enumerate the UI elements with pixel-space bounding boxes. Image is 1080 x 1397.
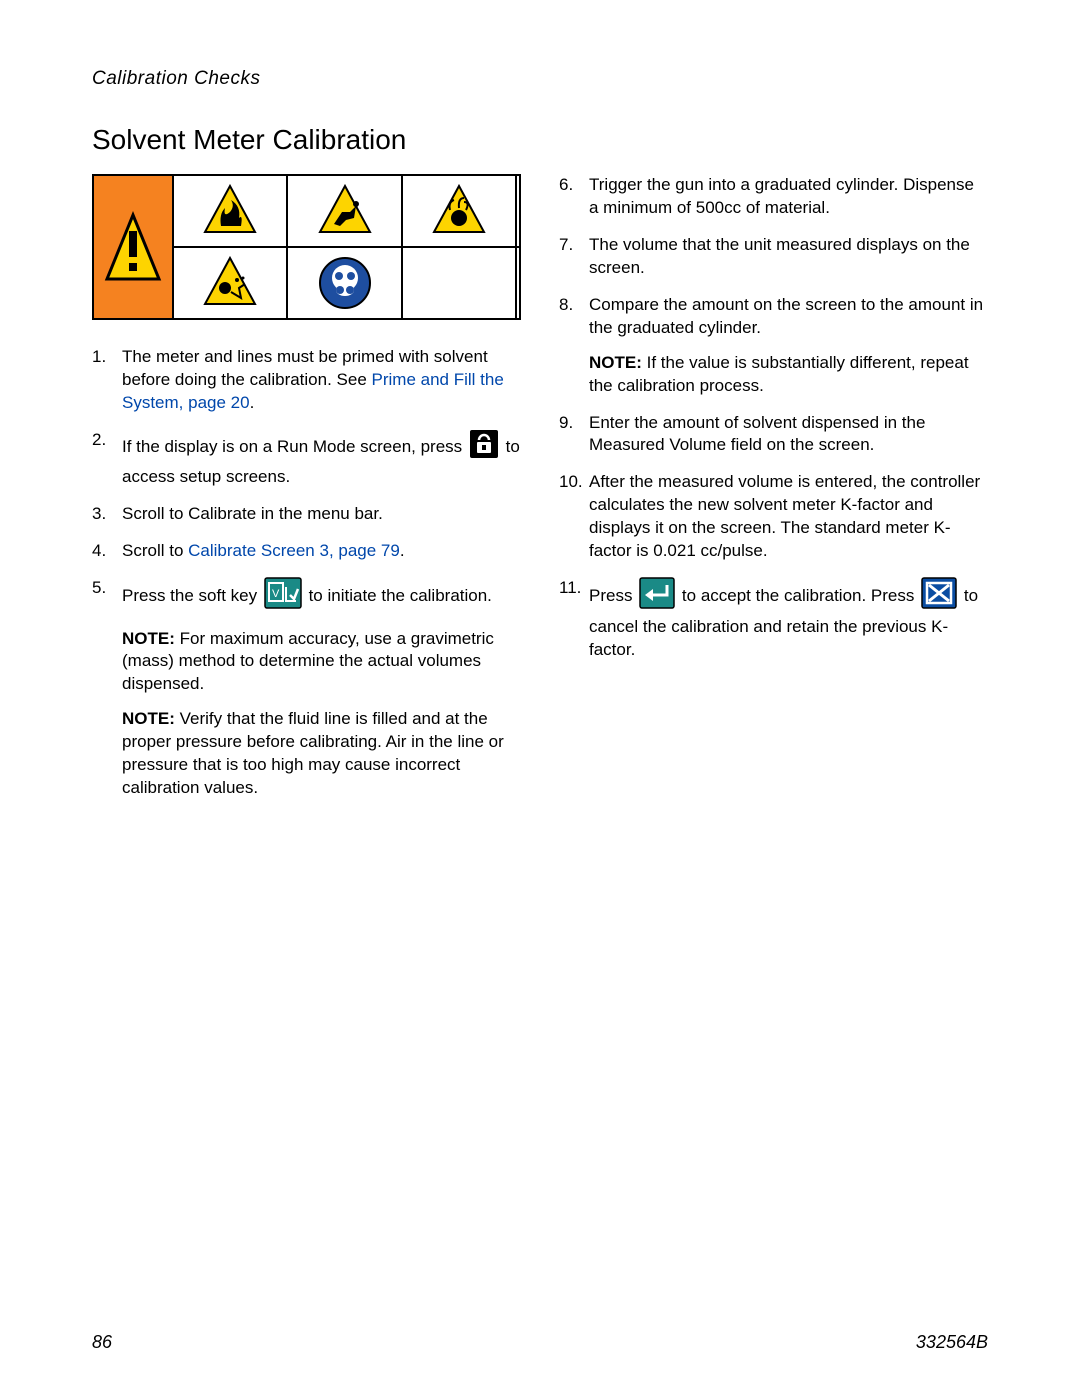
- step-5-note1-text: For maximum accuracy, use a gravimetric …: [122, 629, 494, 694]
- page-number: 86: [92, 1332, 112, 1353]
- step-5: Press the soft key V to initiate the cal…: [92, 577, 521, 801]
- svg-text:V: V: [272, 588, 280, 600]
- step-8-text: Compare the amount on the screen to the …: [589, 295, 983, 337]
- splash-hazard-icon: [201, 254, 259, 312]
- accept-key-icon: [639, 577, 675, 616]
- link-calibrate-screen[interactable]: Calibrate Screen 3, page 79: [188, 541, 400, 560]
- page-title: Solvent Meter Calibration: [92, 124, 988, 156]
- lock-key-icon: [469, 429, 499, 466]
- step-11-text-a: Press: [589, 586, 637, 605]
- step-5-note2: NOTE: Verify that the fluid line is fill…: [122, 708, 521, 800]
- warning-main-cell: [93, 175, 173, 319]
- fire-explosion-icon: [201, 182, 259, 240]
- section-header: Calibration Checks: [92, 68, 988, 90]
- step-8-note: NOTE: If the value is substantially diff…: [589, 352, 988, 398]
- warning-triangle-icon: [101, 187, 165, 307]
- note-label: NOTE:: [122, 629, 175, 648]
- steps-right: Trigger the gun into a graduated cylinde…: [559, 174, 988, 662]
- step-5-note1: NOTE: For maximum accuracy, use a gravim…: [122, 628, 521, 697]
- skin-injection-icon: [316, 182, 374, 240]
- step-1: The meter and lines must be primed with …: [92, 346, 521, 415]
- step-5-text-b: to initiate the calibration.: [309, 586, 492, 605]
- toxic-fumes-icon: [430, 182, 488, 240]
- step-3: Scroll to Calibrate in the menu bar.: [92, 503, 521, 526]
- warning-cell-fire: [173, 175, 287, 247]
- page-footer: 86 332564B: [92, 1332, 988, 1353]
- cancel-key-icon: [921, 577, 957, 616]
- warning-cell-injection: [287, 175, 401, 247]
- note-label: NOTE:: [589, 353, 642, 372]
- step-6: Trigger the gun into a graduated cylinde…: [559, 174, 988, 220]
- doc-number: 332564B: [916, 1332, 988, 1353]
- warning-cell-splash: [173, 247, 287, 319]
- right-column: Trigger the gun into a graduated cylinde…: [559, 174, 988, 814]
- page: Calibration Checks Solvent Meter Calibra…: [0, 0, 1080, 1397]
- step-5-note2-text: Verify that the fluid line is filled and…: [122, 709, 504, 797]
- step-4-text-a: Scroll to: [122, 541, 188, 560]
- step-8-note-text: If the value is substantially different,…: [589, 353, 969, 395]
- warning-cell-ppe: [287, 247, 401, 319]
- step-2: If the display is on a Run Mode screen, …: [92, 429, 521, 489]
- step-5-text-a: Press the soft key: [122, 586, 262, 605]
- warning-cell-empty1: [516, 175, 520, 247]
- note-label: NOTE:: [122, 709, 175, 728]
- step-4: Scroll to Calibrate Screen 3, page 79.: [92, 540, 521, 563]
- calibrate-key-icon: V: [264, 577, 302, 616]
- warning-cell-toxic: [402, 175, 516, 247]
- content-columns: The meter and lines must be primed with …: [92, 174, 988, 814]
- step-8: Compare the amount on the screen to the …: [559, 294, 988, 398]
- respirator-ppe-icon: [316, 254, 374, 312]
- warning-panel: [92, 174, 521, 320]
- step-11: Press to accept the calibration. Press: [559, 577, 988, 662]
- left-column: The meter and lines must be primed with …: [92, 174, 521, 814]
- warning-cell-empty2: [402, 247, 516, 319]
- step-2-text-a: If the display is on a Run Mode screen, …: [122, 437, 467, 456]
- steps-left: The meter and lines must be primed with …: [92, 346, 521, 800]
- warning-cell-empty3: [516, 247, 520, 319]
- step-9: Enter the amount of solvent dispensed in…: [559, 412, 988, 458]
- step-10: After the measured volume is entered, th…: [559, 471, 988, 563]
- step-11-text-b: to accept the calibration. Press: [682, 586, 919, 605]
- step-4-text-c: .: [400, 541, 405, 560]
- step-7: The volume that the unit measured displa…: [559, 234, 988, 280]
- step-1-text-c: .: [250, 393, 255, 412]
